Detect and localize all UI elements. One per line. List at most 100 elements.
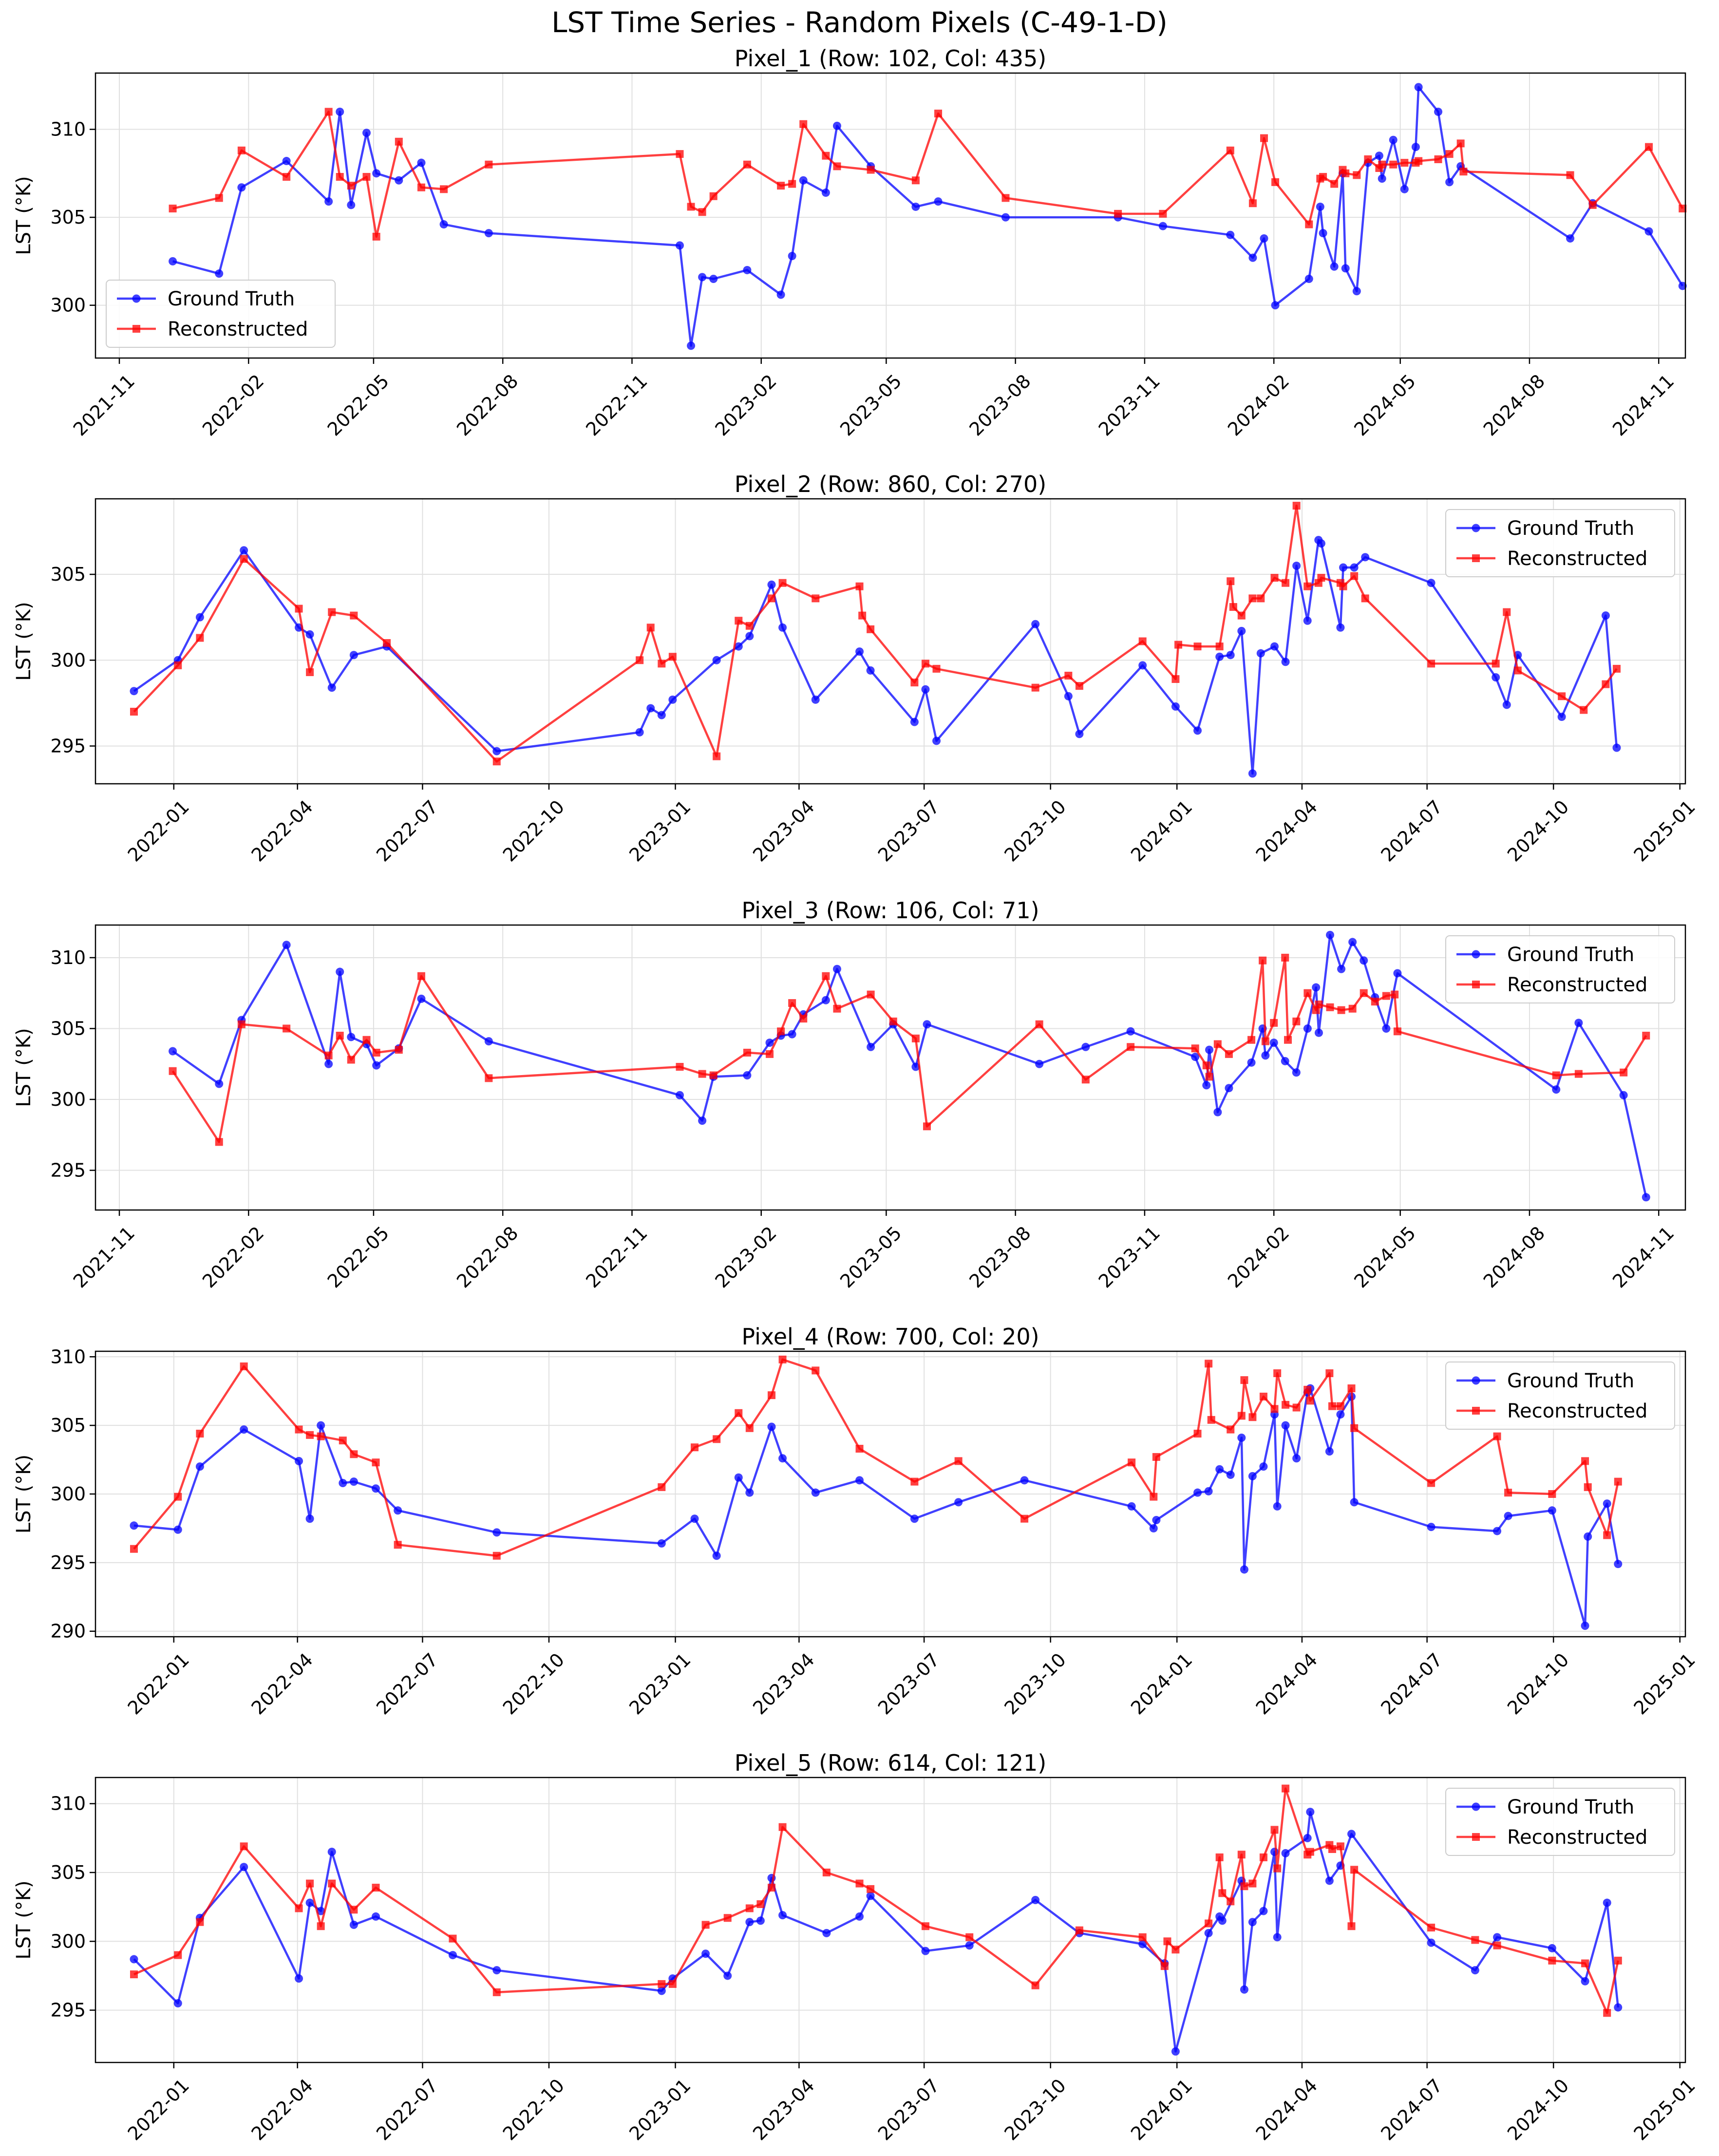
data-point-reconstructed [735,617,743,625]
data-point-reconstructed [306,1879,314,1888]
data-point-ground_truth [1248,1472,1257,1480]
y-tick-label: 305 [50,564,86,585]
data-point-reconstructed [812,1366,820,1375]
x-tick-label: 2023-04 [749,796,818,866]
data-point-reconstructed [1127,1043,1135,1051]
data-point-ground_truth [1248,1918,1257,1927]
data-point-reconstructed [833,1004,841,1013]
data-point-reconstructed [1282,1400,1290,1409]
data-point-reconstructed [833,162,841,170]
data-point-reconstructed [767,1884,775,1892]
data-point-reconstructed [1348,1004,1357,1013]
x-tick-label: 2025-01 [1629,2075,1699,2144]
data-point-ground_truth [1075,730,1084,738]
data-point-ground_truth [709,275,718,283]
x-tick-label: 2023-10 [1000,1649,1070,1719]
data-point-ground_truth [1202,1081,1211,1090]
data-point-reconstructed [1378,160,1386,169]
x-tick-label: 2023-01 [625,2075,695,2144]
data-point-reconstructed [778,579,787,587]
data-point-ground_truth [910,718,919,726]
data-point-ground_truth [832,121,841,130]
data-point-ground_truth [701,1949,710,1958]
data-point-ground_truth [130,687,138,696]
data-point-reconstructed [1558,692,1566,700]
data-point-reconstructed [1215,1853,1224,1861]
x-tick-label: 2022-04 [247,1649,317,1719]
data-point-ground_truth [1347,1830,1356,1838]
data-point-ground_truth [362,129,371,137]
legend-marker-ground_truth [1472,1802,1480,1811]
data-point-ground_truth [911,202,920,211]
legend-label-reconstructed: Reconstructed [1507,1826,1647,1849]
data-point-reconstructed [1292,502,1301,510]
data-point-reconstructed [339,1437,347,1445]
data-point-ground_truth [492,1966,501,1975]
data-point-ground_truth [1414,83,1423,92]
x-tick-label: 2024-01 [1127,1649,1196,1719]
data-point-reconstructed [766,1050,774,1058]
data-point-ground_truth [195,1462,204,1471]
data-point-ground_truth [1225,1084,1233,1093]
data-point-ground_truth [668,695,677,704]
data-point-ground_truth [1081,1042,1090,1051]
x-tick-label: 2023-04 [749,2075,818,2144]
data-point-reconstructed [1270,574,1279,582]
data-point-reconstructed [1259,956,1267,965]
data-point-ground_truth [745,1918,754,1927]
data-point-ground_truth [1226,230,1235,239]
panel-title: Pixel_2 (Row: 860, Col: 270) [735,471,1046,497]
data-point-ground_truth [372,1061,381,1070]
data-point-ground_truth [734,1473,743,1482]
x-tick-label: 2022-10 [499,2075,568,2144]
data-point-ground_truth [169,1047,177,1056]
data-point-ground_truth [1215,1465,1224,1474]
legend-box [1445,1788,1675,1856]
data-point-ground_truth [130,1955,138,1964]
data-point-ground_truth [1031,1896,1040,1905]
data-point-reconstructed [1581,1457,1589,1465]
x-tick-label: 2022-02 [198,370,268,440]
data-point-ground_truth [336,967,344,976]
x-tick-label: 2023-04 [749,1649,818,1719]
data-point-ground_truth [765,1039,774,1047]
data-point-reconstructed [1159,209,1167,218]
data-point-reconstructed [1427,660,1436,668]
data-point-ground_truth [1270,1848,1279,1856]
data-point-reconstructed [1248,594,1257,603]
data-point-reconstructed [1259,1392,1267,1400]
data-point-ground_truth [1031,620,1040,628]
data-point-ground_truth [1259,1907,1268,1915]
data-point-reconstructed [1336,1402,1344,1410]
data-point-ground_truth [448,1951,457,1960]
data-point-ground_truth [336,107,344,116]
data-point-reconstructed [1574,1070,1583,1078]
data-point-reconstructed [1171,1946,1180,1954]
data-point-ground_truth [1306,1808,1315,1816]
data-point-reconstructed [923,1122,931,1131]
data-point-reconstructed [1364,155,1372,163]
data-point-ground_truth [1336,623,1345,632]
data-point-reconstructed [395,137,403,146]
chart-panel-4: 2022-01 2022-04 2022-07 2022-10 2023-01 2023-… [13,1324,1700,1719]
data-point-reconstructed [1415,157,1423,165]
y-tick-label: 295 [50,1160,86,1181]
data-point-reconstructed [858,611,867,620]
data-point-reconstructed [921,1922,929,1930]
data-point-ground_truth [1127,1502,1136,1511]
data-point-reconstructed [1325,1369,1334,1378]
data-point-reconstructed [867,166,875,174]
x-tick-label: 2024-11 [1608,1222,1678,1292]
panel-title: Pixel_3 (Row: 106, Col: 71) [741,897,1039,924]
data-point-ground_truth [1303,616,1312,625]
data-point-reconstructed [1248,199,1257,208]
data-point-reconstructed [1493,1432,1501,1440]
data-point-reconstructed [1213,1040,1222,1048]
data-point-reconstructed [1075,1926,1083,1934]
series-line-reconstructed [133,504,1618,763]
data-point-ground_truth [788,1030,796,1039]
chart-panel-3: 2021-11 2022-02 2022-05 2022-08 2022-11 2023-… [13,897,1686,1292]
data-point-ground_truth [799,176,808,185]
data-point-reconstructed [1205,1360,1213,1368]
data-point-reconstructed [240,555,248,563]
